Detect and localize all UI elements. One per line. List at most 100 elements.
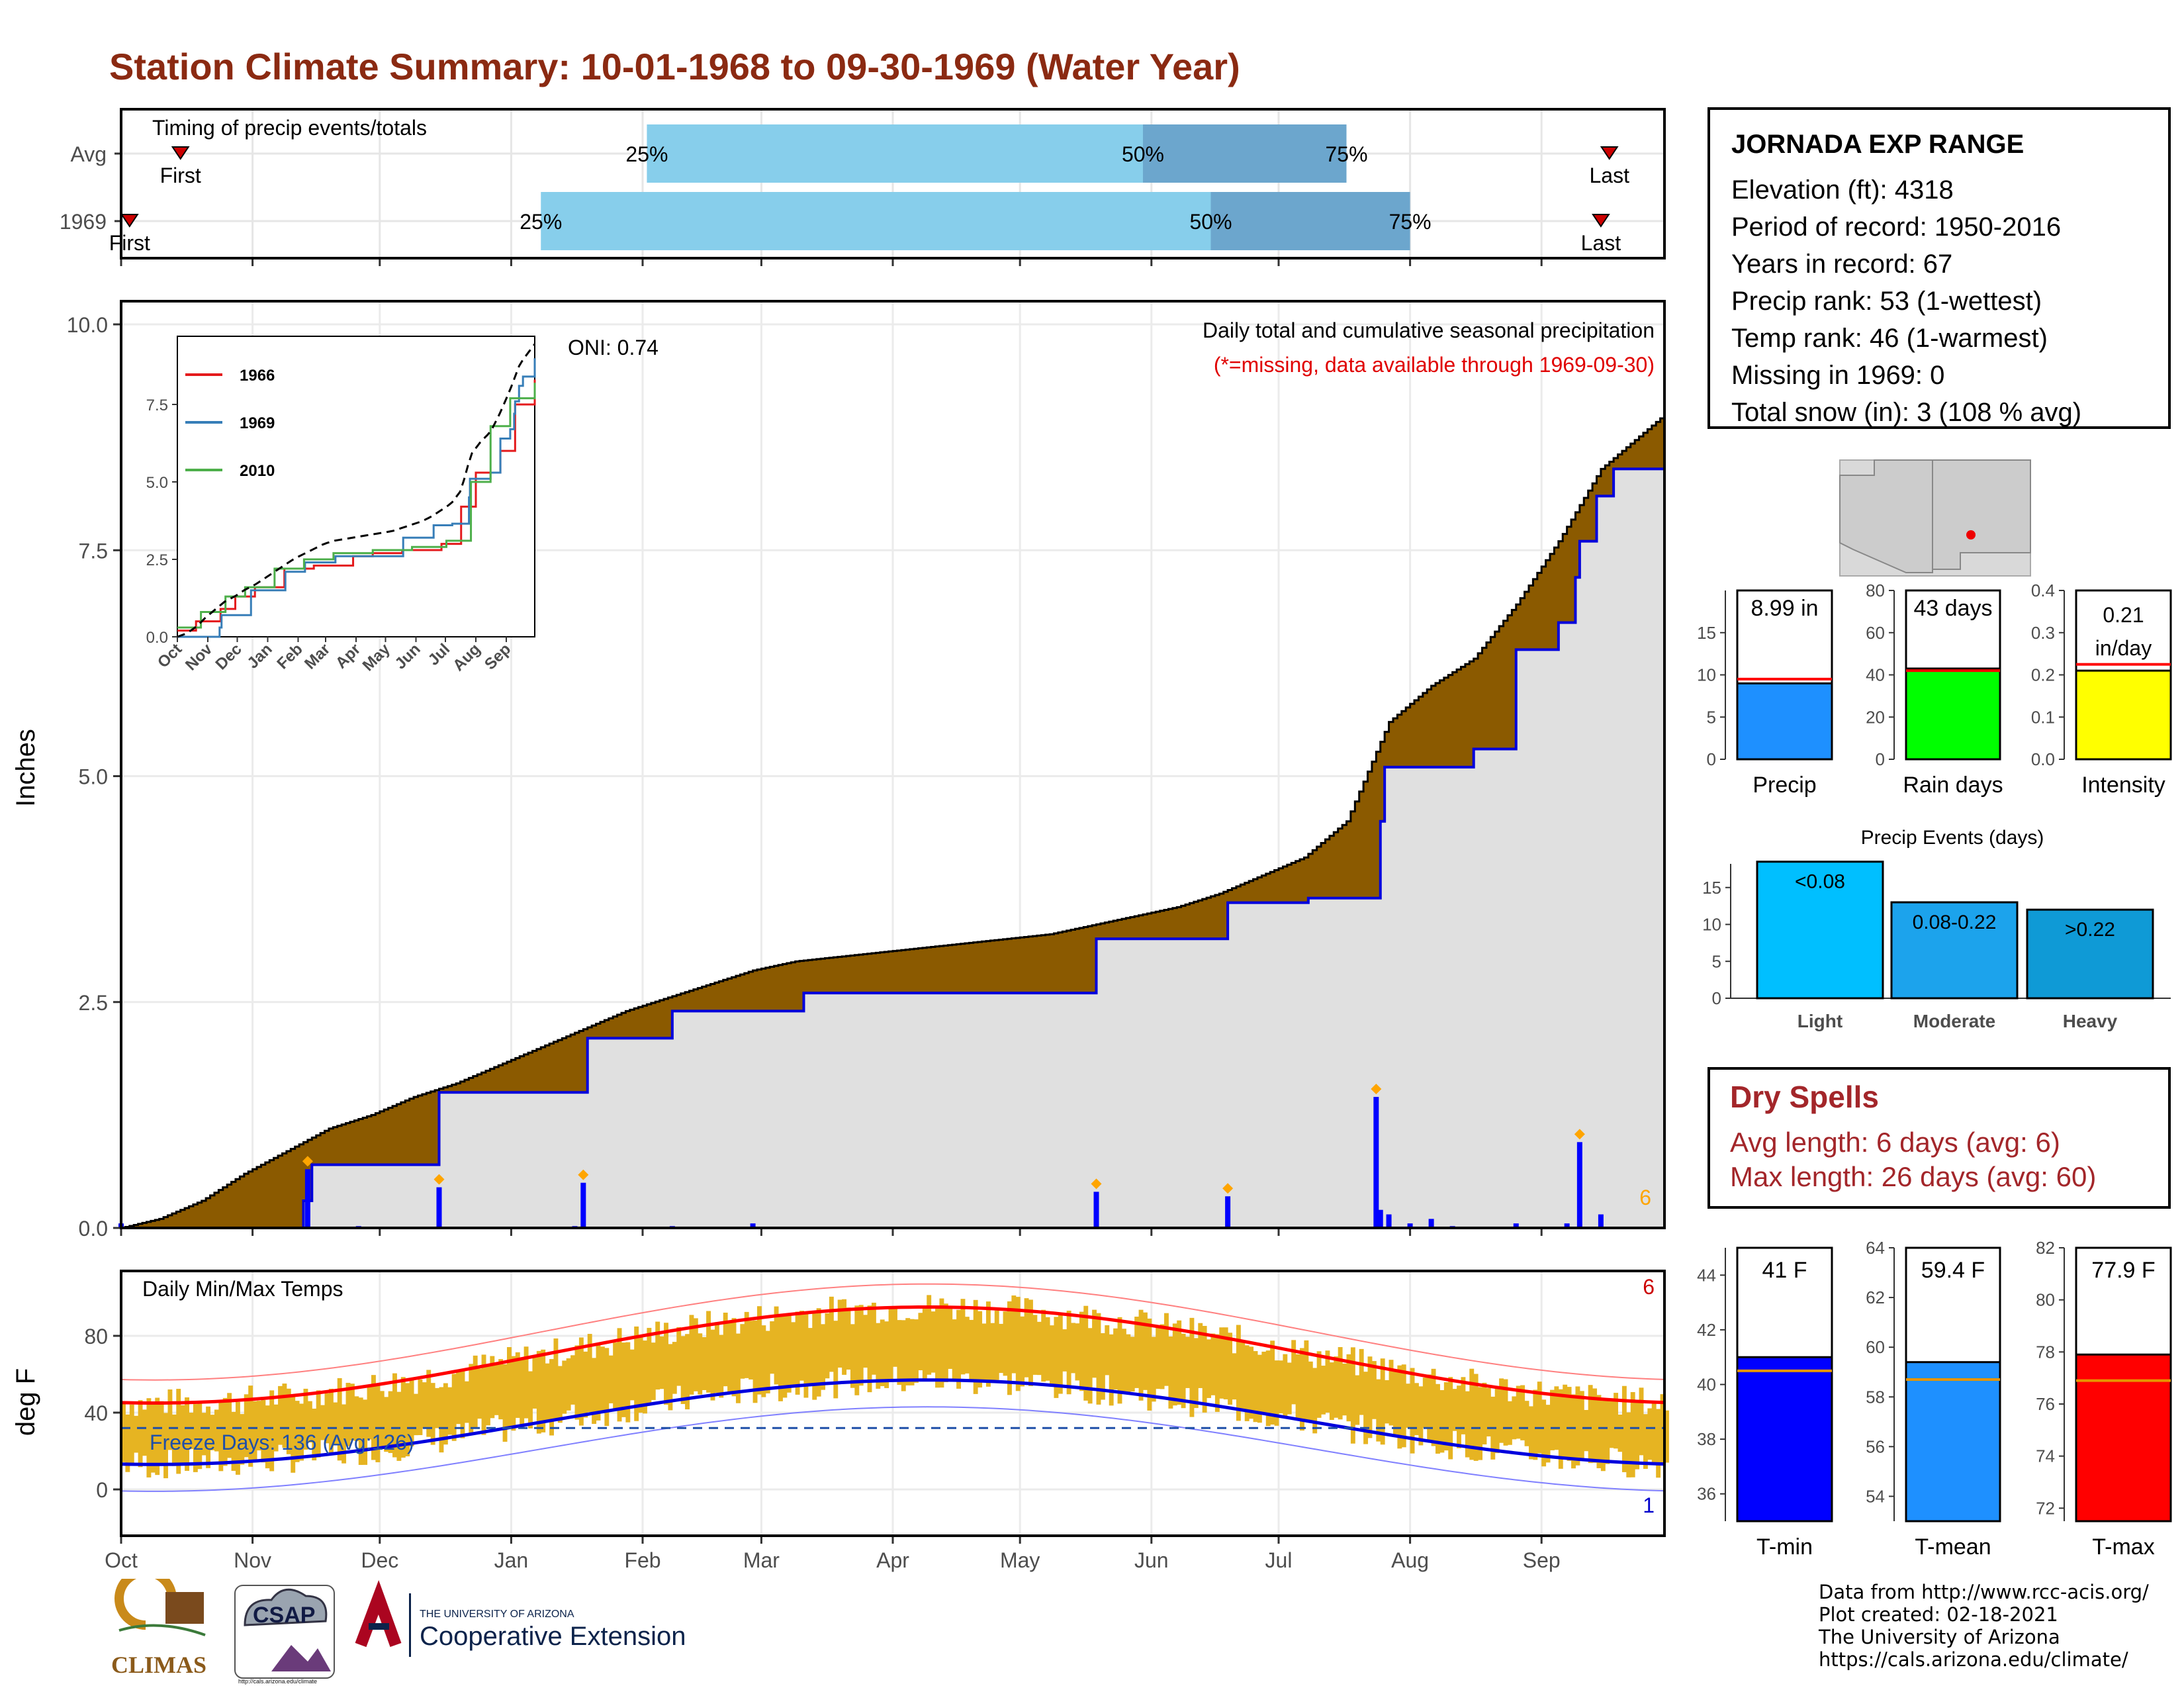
daily-temp-range-bar <box>439 1387 444 1453</box>
daily-temp-range-bar <box>481 1354 486 1435</box>
daily-temp-range-bar <box>1664 1410 1669 1463</box>
daily-temp-range-bar <box>795 1311 800 1395</box>
daily-temp-range-bar <box>418 1379 423 1435</box>
daily-temp-range-bar <box>473 1355 478 1429</box>
daily-temp-range-bar <box>1223 1327 1228 1399</box>
daily-temp-range-bar <box>880 1319 885 1386</box>
temperature-mini-bars: 36 38 40 42 44 T-min 41 F 54 56 58 60 62 64 T-mean 59.… <box>1697 1238 2172 1560</box>
daily-temp-range-bar <box>922 1308 927 1380</box>
daily-temp-range-bar <box>1121 1329 1126 1393</box>
daily-temp-range-bar <box>435 1387 439 1429</box>
daily-temp-range-bar <box>1630 1391 1635 1477</box>
last-event-label: Last <box>1589 164 1629 187</box>
daily-temp-range-bar <box>867 1305 872 1393</box>
daily-temp-range-bar <box>931 1311 936 1373</box>
mini-bar-value <box>2075 1353 2172 1523</box>
mini-bar-tick-label: 42 <box>1697 1320 1716 1340</box>
mini-bar-tick-label: 36 <box>1697 1484 1716 1504</box>
record-min-line <box>120 1406 1665 1492</box>
daily-temp-range-bar <box>1054 1317 1059 1398</box>
daily-temp-range-bar <box>1503 1379 1508 1446</box>
daily-temp-range-bar <box>1422 1378 1428 1428</box>
daily-temp-range-bar <box>523 1346 529 1419</box>
daily-temp-range-bar <box>740 1324 745 1379</box>
daily-temp-range-bar <box>1350 1347 1355 1444</box>
daily-temp-range-bar <box>1469 1368 1475 1460</box>
inset-year-line <box>177 383 536 629</box>
temp-y-tick-label: 80 <box>84 1325 108 1348</box>
daily-temp-range-bar <box>210 1415 215 1450</box>
daily-temp-range-bar <box>1050 1325 1054 1387</box>
daily-temp-range-bar <box>477 1368 482 1419</box>
daily-temp-range-bar <box>295 1401 300 1462</box>
daily-temp-range-bar <box>1376 1379 1381 1442</box>
station-precip-rank: Precip rank: 53 (1-wettest) <box>1731 287 2042 316</box>
svg-text:Cooperative Extension: Cooperative Extension <box>420 1622 686 1651</box>
temp-y-axis-title: deg F <box>11 1368 40 1436</box>
daily-temp-range-bar <box>349 1383 355 1440</box>
mini-bar-unit-text: in/day <box>2095 636 2152 660</box>
daily-temp-range-bar <box>185 1397 190 1471</box>
mini-bar-tick-label: 54 <box>1866 1486 1885 1506</box>
inset-average-line <box>177 343 536 638</box>
daily-temp-range-bar <box>1355 1375 1360 1425</box>
daily-temp-range-bar <box>282 1383 287 1448</box>
daily-temp-range-bar <box>134 1415 139 1453</box>
station-snow: Total snow (in): 3 (108 % avg) <box>1731 398 2082 427</box>
daily-temp-range-bar <box>799 1311 804 1381</box>
month-tick-label: Nov <box>234 1548 271 1572</box>
svg-text:CSAP: CSAP <box>253 1603 315 1628</box>
daily-precip-marker <box>1222 1183 1234 1194</box>
daily-temp-range-bar <box>460 1369 465 1438</box>
daily-precip-marker <box>1371 1084 1382 1095</box>
precip-y-tick-label: 5.0 <box>79 765 108 789</box>
station-location-dot <box>1966 530 1976 539</box>
daily-temp-range-bar <box>727 1321 733 1393</box>
daily-temp-range-bar <box>422 1382 427 1429</box>
daily-temp-range-bar <box>608 1355 614 1403</box>
daily-temp-range-bar <box>515 1352 520 1418</box>
daily-temp-range-bar <box>1439 1389 1445 1453</box>
daily-temp-range-bar <box>1126 1334 1131 1393</box>
daily-temp-range-bar <box>379 1391 385 1448</box>
precip-count-label: 6 <box>1639 1186 1651 1209</box>
temp-y-tick-label: 0 <box>96 1478 108 1502</box>
month-tick-label: Jul <box>1265 1548 1293 1572</box>
daily-temp-range-bar <box>990 1323 995 1382</box>
daily-temp-range-bar <box>269 1390 275 1472</box>
temp-bar-value-text: 59.4 F <box>1921 1258 1985 1283</box>
daily-temp-range-bar <box>388 1391 393 1454</box>
daily-temp-range-bar <box>1011 1295 1017 1374</box>
daily-temp-range-bar <box>1342 1363 1347 1416</box>
daily-temp-range-bar <box>235 1401 240 1475</box>
daily-temp-range-bar <box>1181 1333 1186 1409</box>
daily-temp-range-bar <box>1533 1389 1538 1460</box>
daily-temp-range-bar <box>337 1378 342 1461</box>
mini-bar-tick-label: 0.3 <box>2031 623 2055 643</box>
mini-bar-tick-label: 44 <box>1697 1265 1716 1285</box>
daily-temp-range-bar <box>324 1393 330 1444</box>
event-bar <box>2026 908 2154 1000</box>
daily-temp-range-bar <box>1007 1301 1012 1395</box>
last-event-label: Last <box>1581 231 1621 255</box>
daily-temp-range-bar <box>1541 1399 1547 1467</box>
timing-bar-25-50 <box>541 192 1211 250</box>
daily-temp-range-bar <box>816 1308 821 1397</box>
daily-temp-range-bar <box>333 1402 338 1445</box>
month-tick-label: May <box>1000 1548 1040 1572</box>
university-of-arizona-logo: THE UNIVERSITY OF ARIZONA Cooperative Ex… <box>355 1579 686 1657</box>
mini-bar-label: Precip <box>1752 773 1816 798</box>
daily-temp-range-bar <box>1363 1372 1369 1444</box>
daily-temp-range-bar <box>1528 1406 1533 1460</box>
daily-temp-range-bar <box>396 1391 402 1461</box>
average-min-line <box>120 1378 1665 1466</box>
daily-temp-range-bar <box>1249 1346 1254 1419</box>
temp-y-tick-label: 40 <box>84 1401 108 1425</box>
daily-temp-range-bar <box>621 1342 626 1417</box>
daily-temp-range-bar <box>414 1393 418 1436</box>
daily-temp-range-bar <box>999 1323 1004 1374</box>
daily-temp-range-bar <box>1401 1364 1406 1448</box>
daily-temp-range-bar <box>1448 1377 1453 1460</box>
daily-temp-range-bar <box>761 1325 766 1397</box>
